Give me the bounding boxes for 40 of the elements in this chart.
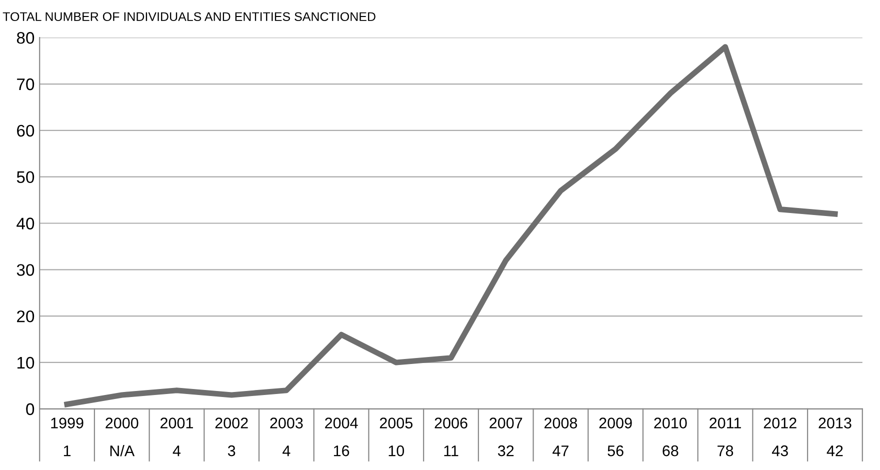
data-label: 78	[718, 445, 734, 456]
y-tick-label: 80	[16, 32, 34, 44]
data-label: 43	[772, 445, 788, 456]
data-label: 11	[444, 446, 458, 456]
x-tick-label: 2013	[818, 418, 852, 428]
data-label: N/A	[110, 445, 135, 456]
x-tick-label: 2012	[764, 418, 796, 428]
x-tick-label: 2011	[710, 418, 741, 428]
data-label: 16	[334, 445, 350, 456]
x-tick-label: 2001	[160, 418, 193, 428]
x-tick-label: 2003	[270, 418, 303, 428]
data-label: 10	[388, 445, 404, 456]
data-label: 42	[826, 445, 843, 456]
data-label: 4	[282, 446, 290, 456]
chart-title: TOTAL NUMBER OF INDIVIDUALS AND ENTITIES SANCTIONED	[2, 12, 376, 22]
data-label: 3	[228, 445, 236, 456]
y-tick-label: 10	[17, 356, 34, 369]
data-label: 68	[662, 445, 678, 456]
data-label: 4	[172, 446, 181, 456]
y-tick-label: 40	[16, 218, 34, 230]
x-tick-label: 2000	[106, 418, 138, 428]
y-tick-label: 0	[26, 403, 34, 416]
x-tick-label: 2008	[544, 418, 578, 428]
x-tick-label: 2007	[490, 418, 522, 428]
y-tick-label: 70	[17, 78, 34, 90]
y-tick-label: 50	[16, 171, 34, 184]
x-tick-label: 2010	[654, 418, 687, 428]
x-tick-label: 2004	[325, 418, 358, 428]
y-tick-label: 30	[16, 264, 34, 276]
y-tick-label: 20	[17, 310, 34, 322]
x-tick-label: 1999	[51, 418, 84, 428]
data-label: 56	[608, 445, 624, 456]
x-tick-label: 2006	[434, 418, 468, 428]
x-tick-label: 2002	[215, 418, 248, 428]
data-label: 32	[498, 445, 514, 456]
data-label: 47	[552, 446, 568, 456]
x-tick-label: 2009	[599, 418, 632, 428]
x-tick-label: 2005	[380, 418, 412, 428]
data-label: 1	[64, 446, 71, 456]
y-tick-label: 60	[17, 124, 34, 137]
